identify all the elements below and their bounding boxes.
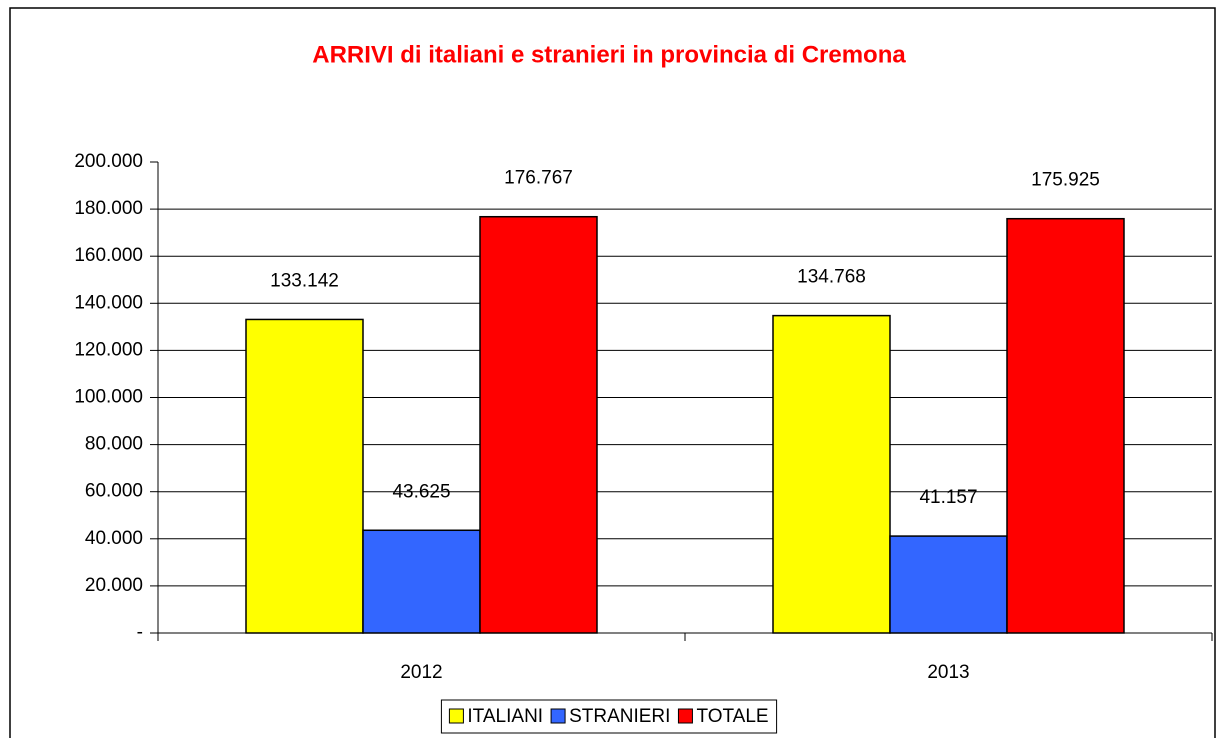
x-tick-label: 2012 xyxy=(400,662,442,683)
data-label: 43.625 xyxy=(392,481,450,502)
bar xyxy=(362,529,481,634)
legend-swatch xyxy=(550,708,566,724)
y-tick-label: - xyxy=(137,622,143,643)
chart-title: ARRIVI di italiani e stranieri in provin… xyxy=(312,41,906,68)
data-label: 133.142 xyxy=(270,270,339,291)
y-tick-label: 140.000 xyxy=(74,292,143,313)
data-label: 41.157 xyxy=(919,487,977,508)
bar xyxy=(772,314,891,634)
y-tick-label: 100.000 xyxy=(74,387,143,408)
bar xyxy=(245,318,364,634)
legend xyxy=(440,699,778,734)
legend-label: ITALIANI xyxy=(467,706,543,727)
legend-label: TOTALE xyxy=(696,706,768,727)
data-label: 175.925 xyxy=(1031,170,1100,191)
data-label: 134.768 xyxy=(797,267,866,288)
legend-label: STRANIERI xyxy=(569,706,670,727)
y-tick-label: 20.000 xyxy=(85,575,143,596)
y-tick-label: 40.000 xyxy=(85,528,143,549)
y-tick-label: 120.000 xyxy=(74,339,143,360)
y-tick-label: 180.000 xyxy=(74,198,143,219)
y-tick-label: 60.000 xyxy=(85,481,143,502)
x-tick-label: 2013 xyxy=(927,662,969,683)
bar xyxy=(889,535,1008,634)
bar xyxy=(479,215,598,634)
data-label: 176.767 xyxy=(504,168,573,189)
bar xyxy=(1006,217,1125,634)
legend-swatch xyxy=(677,708,693,724)
legend-swatch xyxy=(448,708,464,724)
y-tick-label: 200.000 xyxy=(74,151,143,172)
y-tick-label: 80.000 xyxy=(85,434,143,455)
y-tick-label: 160.000 xyxy=(74,245,143,266)
